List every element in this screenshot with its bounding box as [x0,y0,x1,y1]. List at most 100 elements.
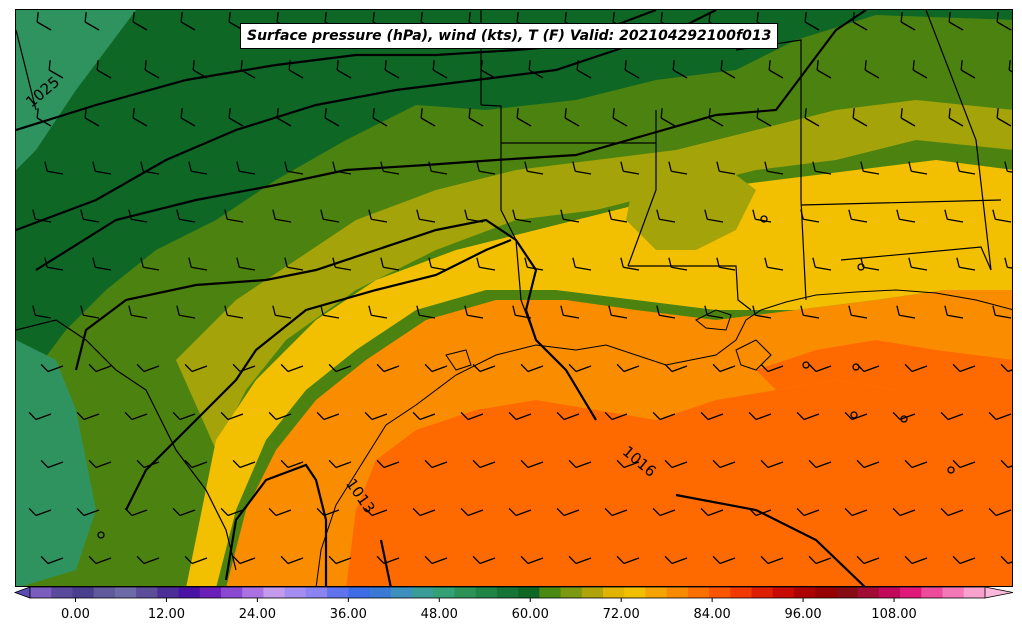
wind-barb [960,60,976,79]
temperature-colorbar [13,586,1014,602]
wind-barb [664,555,688,565]
colorbar-cell [412,587,434,598]
wind-barb [376,555,400,565]
wind-barb [480,60,496,79]
colorbar-cell [772,587,795,598]
wind-barb [320,305,340,319]
wind-barb [520,459,544,469]
coastline [315,289,1012,586]
wind-barb [1000,459,1012,469]
temp-fill-olive [176,100,1012,450]
wind-barb [144,60,160,79]
colorbar-cell [878,587,901,598]
wind-barb [624,60,640,79]
wind-barb [904,555,928,565]
colorbar-cell [51,587,74,598]
colorbar-cell [687,587,710,598]
wind-barb [528,60,544,79]
wind-barb [896,209,916,223]
wind-barb [904,363,928,373]
wind-barb [760,363,784,373]
wind-barb [472,555,496,565]
wind-barb [176,305,196,319]
wind-barb [604,507,628,517]
wind-barb [140,257,160,271]
wind-barb [752,305,772,319]
wind-barb [700,507,724,517]
wind-barb [720,60,736,79]
wind-barb [428,257,448,271]
wind-barb [472,459,496,469]
wind-barb [372,108,388,127]
wind-barb [1004,257,1012,271]
colorbar-cell [921,587,944,598]
wind-barb [368,305,388,319]
temp-fill-yellow [186,160,1012,586]
temp-fill-teal-west [16,340,96,586]
wind-barb [856,555,880,565]
wind-barb [748,507,772,517]
wind-barb [136,555,160,565]
wind-barb [172,507,196,517]
wind-barb [708,108,724,127]
wind-barb [560,209,580,223]
wind-barb [124,411,148,421]
wind-barb [92,161,112,175]
colorbar-cell [199,587,222,598]
wind-barb [948,12,964,31]
wind-barb [380,257,400,271]
wind-barb [412,411,436,421]
wind-barb [704,305,724,319]
wind-barb [36,12,52,31]
calm-wind-marker [802,361,810,369]
wind-barb [88,555,112,565]
colorbar-cell [369,587,392,598]
wind-barb [288,60,304,79]
wind-barb [796,411,820,421]
colorbar-cell [836,587,859,598]
calm-wind-marker [850,411,858,419]
colorbar-cell [645,587,668,598]
wind-barb [124,507,148,517]
wind-barb [988,411,1012,421]
colorbar-tick-label: 108.00 [871,607,917,622]
wind-barb [132,108,148,127]
wind-barb [136,459,160,469]
wind-barb [612,108,628,127]
wind-barb [508,507,532,517]
wind-barb [608,209,628,223]
colorbar-cell [390,587,413,598]
wind-barb [88,459,112,469]
wind-barb [468,108,484,127]
colorbar-cell [242,587,265,598]
colorbar-cell [221,587,243,598]
colorbar-cell [624,587,647,598]
wind-barb [864,60,880,79]
colorbar-tick-label: 60.00 [511,607,549,622]
wind-barb [180,12,196,31]
wind-barb [272,305,292,319]
calm-wind-marker [857,263,865,271]
wind-barb [280,555,304,565]
wind-barb [44,161,64,175]
colorbar-cell [900,587,922,598]
wind-barb [236,161,256,175]
colorbar-cell [560,587,583,598]
colorbar-cell [157,587,180,598]
wind-barb [940,411,964,421]
colorbar-cell [603,587,625,598]
wind-barb [84,108,100,127]
wind-barb [908,161,928,175]
colorbar-cell [963,587,986,598]
isobar-southeast [675,493,866,586]
wind-barb [368,209,388,223]
wind-barb [476,161,496,175]
colorbar-cell [263,587,286,598]
wind-barb [384,60,400,79]
colorbar-cell [454,587,477,598]
wind-barb [764,257,784,271]
wind-barb [620,257,640,271]
wind-barb [712,459,736,469]
wind-barb [316,507,340,517]
wind-barb [944,209,964,223]
